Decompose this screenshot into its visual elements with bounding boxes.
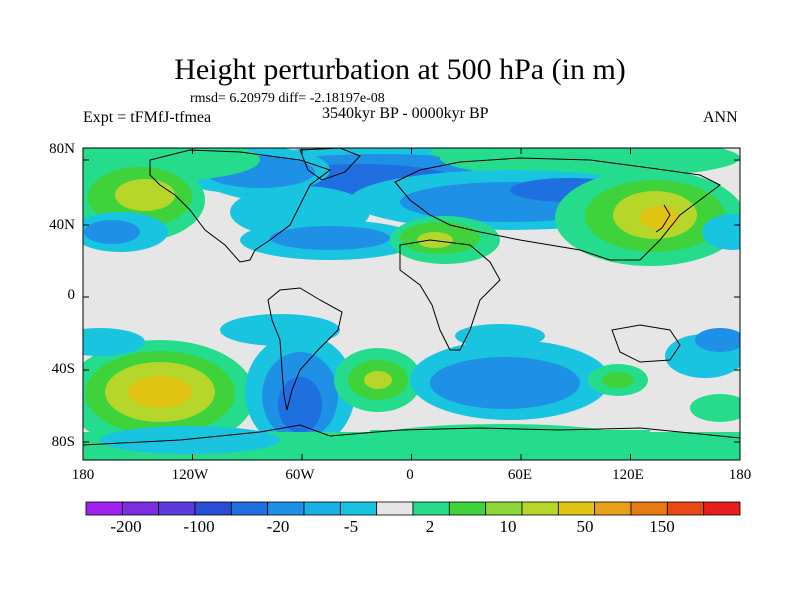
lat-label: 80S <box>51 434 75 450</box>
colorbar-label: -5 <box>343 517 359 536</box>
colorbar-box <box>521 501 559 516</box>
colorbar-label: -100 <box>183 517 215 536</box>
west-pacific-blue <box>702 214 740 250</box>
south-indian-blue <box>410 324 740 420</box>
colorbar-box <box>85 501 123 516</box>
lon-label: 60W <box>285 467 315 483</box>
colorbar-box <box>230 501 269 516</box>
colorbar-box <box>121 501 160 516</box>
colorbar <box>85 501 741 516</box>
lon-label: 60E <box>507 467 533 483</box>
colorbar-label: 10 <box>499 517 517 536</box>
season-label: ANN <box>703 109 738 126</box>
colorbar-box <box>412 501 450 516</box>
coast-antarctica <box>83 424 740 446</box>
colorbar-box <box>594 501 632 516</box>
coastlines <box>83 148 740 446</box>
experiment-label: Expt = tFMfJ-tfmea <box>83 109 212 126</box>
lon-label: 0 <box>406 467 414 483</box>
colorbar-label: -20 <box>266 517 290 536</box>
coast-japan <box>655 204 671 233</box>
colorbar-box <box>158 501 196 516</box>
colorbar-label: 150 <box>649 517 675 536</box>
stats-text: rmsd= 6.20979 diff= -2.18197e-08 <box>190 91 385 106</box>
coast-south-america <box>267 287 343 411</box>
lon-label: 180 <box>728 467 752 483</box>
lat-label: 80N <box>49 141 75 157</box>
mediterranean-green <box>390 216 500 264</box>
colorbar-label: -200 <box>110 517 142 536</box>
colorbar-box <box>376 501 414 516</box>
colorbar-box <box>485 501 523 516</box>
lon-label: 120W <box>171 467 209 483</box>
south-pacific-blue <box>83 314 355 450</box>
period-label: 3540kyr BP - 0000kyr BP <box>322 105 489 122</box>
south-pacific-high <box>83 340 255 450</box>
contour-field <box>83 148 740 460</box>
map-title: Height perturbation at 500 hPa (in m) <box>174 53 626 86</box>
lat-label: 40N <box>49 217 75 233</box>
lon-label: 180 <box>71 467 95 483</box>
south-indian-green <box>588 364 740 422</box>
colorbar-label: 2 <box>425 517 435 536</box>
colorbar-box <box>448 501 487 516</box>
colorbar-box <box>703 501 741 516</box>
north-america-blue <box>83 212 168 252</box>
colorbar-label: 50 <box>576 517 594 536</box>
colorbar-box <box>666 501 705 516</box>
coast-africa <box>399 239 501 351</box>
coast-europe-asia <box>394 157 721 261</box>
lon-label: 120E <box>612 467 644 483</box>
colorbar-box <box>339 501 378 516</box>
coast-north-america <box>149 149 332 263</box>
south-atlantic-high <box>334 348 422 412</box>
colorbar-box <box>630 501 668 516</box>
coast-australia <box>611 324 681 363</box>
colorbar-box <box>267 501 305 516</box>
colorbar-box <box>303 501 341 516</box>
east-asia-anomaly <box>555 170 740 266</box>
lat-label: 0 <box>67 287 76 303</box>
coast-greenland <box>299 148 361 181</box>
colorbar-box <box>557 501 596 516</box>
axis-ticks <box>82 148 741 460</box>
lat-label: 40S <box>51 361 75 377</box>
colorbar-box <box>194 501 232 516</box>
